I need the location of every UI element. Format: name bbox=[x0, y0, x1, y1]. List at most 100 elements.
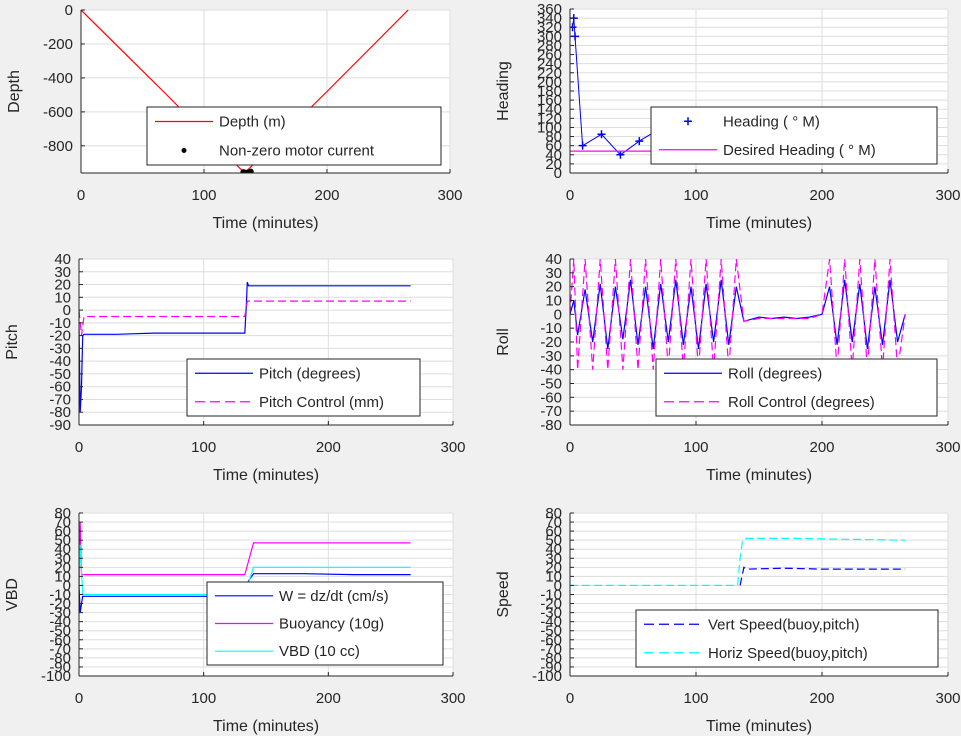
y-tick-label: 30 bbox=[54, 550, 71, 567]
y-tick-label: -60 bbox=[49, 632, 71, 649]
y-tick-label: -800 bbox=[43, 138, 73, 155]
chart-4: 0 100 200 300403020100-10-20-30-40-50-60-70… bbox=[495, 251, 961, 484]
y-tick-label: -30 bbox=[49, 605, 71, 622]
y-tick-label: 180 bbox=[537, 83, 562, 100]
y-tick-label: -100 bbox=[532, 668, 562, 685]
y-tick-label: 30 bbox=[54, 264, 71, 281]
legend-box bbox=[146, 106, 442, 166]
y-tick-label: -20 bbox=[49, 596, 71, 613]
x-tick-label: 0 bbox=[566, 439, 574, 456]
y-tick-label: 0 bbox=[554, 165, 562, 182]
y-tick-label: -30 bbox=[540, 348, 562, 365]
x-tick-label: 100 bbox=[191, 187, 216, 204]
legend-label: Pitch Control (mm) bbox=[259, 394, 384, 411]
x-tick-label: 0 bbox=[77, 187, 85, 204]
y-tick-label: 280 bbox=[537, 37, 562, 54]
y-tick-label: -50 bbox=[49, 623, 71, 640]
x-tick-label: 200 bbox=[809, 439, 834, 456]
y-tick-label: -600 bbox=[43, 104, 73, 121]
chart-1: 0 100 200 300 0 -200 -400 -600 -800 Time (minutes… bbox=[6, 2, 463, 232]
y-tick-label: 260 bbox=[537, 47, 562, 64]
y-tick-label: -80 bbox=[49, 404, 71, 421]
y-tick-label: -40 bbox=[49, 353, 71, 370]
legend: Pitch (degrees) Pitch Control (mm) bbox=[186, 358, 421, 417]
y-tick-label: 20 bbox=[545, 156, 562, 173]
y-tick-label: -40 bbox=[540, 614, 562, 631]
series-2 bbox=[570, 259, 906, 370]
y-tick-label: 140 bbox=[537, 101, 562, 118]
legend-box bbox=[655, 358, 938, 417]
legend-box bbox=[186, 358, 421, 417]
y-tick-label: 160 bbox=[537, 92, 562, 109]
x-axis-label: Time (minutes) bbox=[212, 215, 318, 232]
chart-5: 0 100 200 30080706050403020100-10-20-30-40-… bbox=[4, 505, 466, 735]
y-tick-label: 220 bbox=[537, 65, 562, 82]
data-point bbox=[247, 168, 254, 173]
x-tick-label: 200 bbox=[316, 439, 341, 456]
y-tick-label: 30 bbox=[545, 265, 562, 282]
y-tick-label: 10 bbox=[54, 289, 71, 306]
y-tick-label: -10 bbox=[49, 587, 71, 604]
y-tick-label: 0 bbox=[63, 577, 71, 594]
legend: Roll (degrees) Roll Control (degrees) bbox=[655, 358, 938, 417]
y-tick-label: 50 bbox=[54, 532, 71, 549]
data-layer bbox=[570, 259, 906, 370]
legend-label: Roll Control (degrees) bbox=[728, 394, 875, 411]
x-axis-label: Time (minutes) bbox=[706, 215, 812, 232]
y-tick-label: -70 bbox=[49, 391, 71, 408]
chart-3: 0 100 200 300403020100-10-20-30-40-50-60-70… bbox=[4, 251, 466, 484]
y-tick-label: 80 bbox=[545, 505, 562, 522]
y-tick-label: -70 bbox=[540, 641, 562, 658]
x-tick-label: 200 bbox=[809, 690, 834, 707]
series-line bbox=[79, 573, 411, 613]
y-tick-label: 70 bbox=[545, 514, 562, 531]
y-tick-label: 40 bbox=[54, 541, 71, 558]
legend-marker bbox=[181, 148, 187, 153]
y-tick-label: -60 bbox=[540, 389, 562, 406]
y-tick-label: 80 bbox=[54, 505, 71, 522]
series-line bbox=[570, 259, 906, 370]
x-axis-label: Time (minutes) bbox=[213, 467, 319, 484]
y-tick-label: -80 bbox=[49, 650, 71, 667]
y-tick-label: 70 bbox=[54, 514, 71, 531]
series-3 bbox=[79, 544, 411, 596]
y-tick-label: -50 bbox=[540, 623, 562, 640]
legend-label: Non-zero motor current bbox=[219, 143, 375, 160]
y-tick-label: 60 bbox=[545, 138, 562, 155]
series-line bbox=[570, 537, 906, 586]
y-tick-label: 40 bbox=[54, 251, 71, 268]
legend-label: VBD (10 cc) bbox=[279, 643, 360, 660]
chart-2: 0 100 200 300020406080100120140160180200220… bbox=[495, 1, 961, 232]
x-tick-label: 300 bbox=[935, 439, 960, 456]
x-tick-label: 300 bbox=[440, 439, 465, 456]
y-tick-label: -100 bbox=[41, 668, 71, 685]
legend-box bbox=[635, 609, 939, 668]
series-2 bbox=[240, 168, 254, 173]
y-tick-label: 20 bbox=[54, 277, 71, 294]
y-tick-label: -10 bbox=[49, 315, 71, 332]
y-tick-label: -60 bbox=[49, 379, 71, 396]
y-tick-label: 240 bbox=[537, 56, 562, 73]
y-axis-label: VBD bbox=[4, 578, 21, 611]
y-tick-label: 200 bbox=[537, 74, 562, 91]
y-tick-label: -60 bbox=[540, 632, 562, 649]
y-tick-label: 30 bbox=[545, 550, 562, 567]
x-tick-label: 300 bbox=[935, 187, 960, 204]
y-tick-label: -20 bbox=[49, 328, 71, 345]
y-tick-label: -200 bbox=[43, 36, 73, 53]
data-layer bbox=[79, 522, 411, 613]
y-tick-label: 300 bbox=[537, 28, 562, 45]
y-tick-label: -30 bbox=[49, 340, 71, 357]
y-axis-label: Heading bbox=[495, 61, 512, 121]
y-tick-label: 320 bbox=[537, 19, 562, 36]
y-tick-label: 10 bbox=[545, 568, 562, 585]
x-tick-label: 0 bbox=[566, 187, 574, 204]
y-tick-label: -70 bbox=[49, 641, 71, 658]
y-tick-label: 0 bbox=[554, 306, 562, 323]
y-tick-label: 20 bbox=[545, 559, 562, 576]
series-2 bbox=[570, 537, 906, 586]
y-tick-label: 10 bbox=[545, 293, 562, 310]
y-tick-label: 20 bbox=[54, 559, 71, 576]
legend-label: Pitch (degrees) bbox=[259, 365, 361, 382]
